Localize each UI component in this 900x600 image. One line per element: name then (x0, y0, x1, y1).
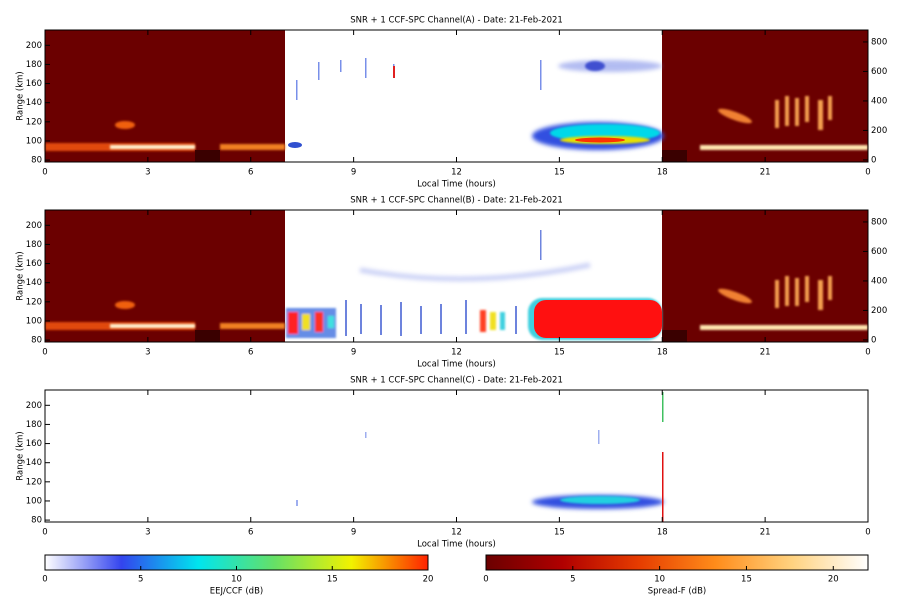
x-tick-label: 3 (145, 168, 150, 178)
y2-tick-label: 600 (871, 247, 887, 257)
panel-a-image (45, 30, 868, 162)
y-tick-label: 100 (26, 496, 42, 506)
x-tick-label: 0 (42, 168, 47, 178)
x-tick-label: 12 (451, 528, 462, 538)
y-tick-label: 180 (26, 240, 42, 250)
colorbar-label: EEJ/CCF (dB) (210, 587, 263, 597)
x-tick-label: 3 (145, 348, 150, 358)
y-tick-label: 200 (26, 41, 42, 51)
y2-tick-label: 800 (871, 37, 887, 47)
y-tick-label: 200 (26, 401, 42, 411)
y-tick-label: 200 (26, 221, 42, 231)
y2-tick-label: 400 (871, 276, 887, 286)
x-tick-label: 0 (865, 528, 870, 538)
y-tick-label: 100 (26, 316, 42, 326)
x-tick-label: 0 (42, 348, 47, 358)
y-axis-label: Range (km) (16, 71, 26, 120)
x-tick-label: 0 (865, 348, 870, 358)
y-tick-label: 140 (26, 458, 42, 468)
y-tick-label: 80 (31, 336, 42, 346)
colorbar-tick-label: 5 (570, 575, 575, 585)
colorbar-tick-label: 0 (42, 575, 47, 585)
x-tick-label: 18 (657, 168, 668, 178)
x-tick-label: 6 (248, 348, 253, 358)
x-tick-label: 18 (657, 348, 668, 358)
y2-tick-label: 200 (871, 126, 887, 136)
y-tick-label: 120 (26, 117, 42, 127)
y-tick-label: 180 (26, 420, 42, 430)
x-tick-label: 9 (351, 168, 356, 178)
x-tick-label: 18 (657, 528, 668, 538)
panel-c-image (296, 392, 664, 522)
x-tick-label: 12 (451, 168, 462, 178)
y-axis-label: Range (km) (16, 431, 26, 480)
x-tick-label: 0 (865, 168, 870, 178)
panel-b-image (45, 210, 868, 342)
y-tick-label: 80 (31, 156, 42, 166)
y-tick-label: 160 (26, 259, 42, 269)
colorbar-tick-label: 10 (654, 575, 665, 585)
panel-title: SNR + 1 CCF-SPC Channel(B) - Date: 21-Fe… (350, 196, 563, 206)
y2-tick-label: 400 (871, 96, 887, 106)
colorbar-label: Spread-F (dB) (648, 587, 706, 597)
panel-title: SNR + 1 CCF-SPC Channel(C) - Date: 21-Fe… (350, 376, 563, 386)
y-tick-label: 140 (26, 98, 42, 108)
x-tick-label: 6 (248, 168, 253, 178)
colorbar-tick-label: 10 (231, 575, 242, 585)
x-tick-label: 0 (42, 528, 47, 538)
y2-tick-label: 0 (871, 155, 876, 165)
colorbar-tick-label: 20 (828, 575, 839, 585)
y-tick-label: 120 (26, 297, 42, 307)
y2-tick-label: 800 (871, 217, 887, 227)
colorbar-tick-label: 15 (327, 575, 338, 585)
x-tick-label: 15 (554, 528, 565, 538)
x-tick-label: 21 (760, 348, 771, 358)
x-tick-label: 3 (145, 528, 150, 538)
y-tick-label: 180 (26, 60, 42, 70)
y-axis-label: Range (km) (16, 251, 26, 300)
y2-tick-label: 0 (871, 335, 876, 345)
y-tick-label: 100 (26, 136, 42, 146)
y-tick-label: 160 (26, 79, 42, 89)
y-tick-label: 140 (26, 278, 42, 288)
y-tick-label: 160 (26, 439, 42, 449)
colorbar-tick-label: 15 (741, 575, 752, 585)
x-axis-label: Local Time (hours) (417, 180, 496, 190)
x-tick-label: 21 (760, 528, 771, 538)
y2-tick-label: 200 (871, 306, 887, 316)
y-tick-label: 120 (26, 477, 42, 487)
y-tick-label: 80 (31, 516, 42, 526)
x-axis-label: Local Time (hours) (417, 540, 496, 550)
x-tick-label: 9 (351, 348, 356, 358)
plot-frame (44, 389, 869, 523)
panel-title: SNR + 1 CCF-SPC Channel(A) - Date: 21-Fe… (350, 16, 563, 26)
colorbar-tick-label: 20 (423, 575, 434, 585)
x-tick-label: 15 (554, 348, 565, 358)
x-tick-label: 12 (451, 348, 462, 358)
colorbar (485, 554, 869, 571)
colorbar-tick-label: 5 (138, 575, 143, 585)
x-tick-label: 6 (248, 528, 253, 538)
x-tick-label: 21 (760, 168, 771, 178)
colorbar-tick-label: 0 (483, 575, 488, 585)
x-axis-label: Local Time (hours) (417, 360, 496, 370)
x-tick-label: 15 (554, 168, 565, 178)
x-tick-label: 9 (351, 528, 356, 538)
y2-tick-label: 600 (871, 67, 887, 77)
